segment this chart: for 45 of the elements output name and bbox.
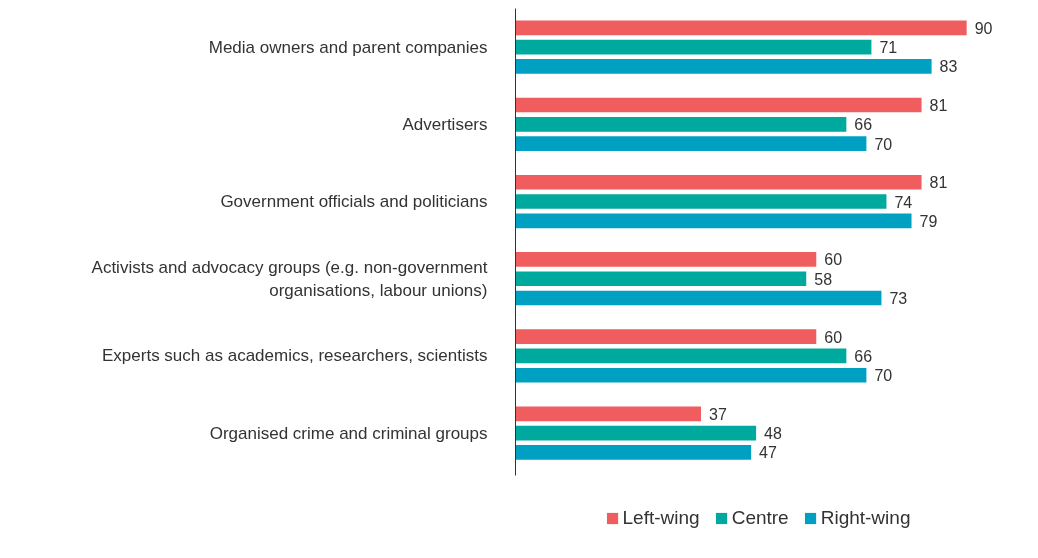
data-label: 37 <box>708 405 727 423</box>
data-label: 73 <box>889 290 908 308</box>
data-label: 58 <box>814 270 833 288</box>
y-tick-label: Media owners and parent companies <box>208 37 488 57</box>
bar <box>515 39 872 55</box>
data-label: 60 <box>824 251 843 269</box>
y-tick-label: Experts such as academics, researchers, scientists <box>102 346 488 366</box>
bar <box>515 348 847 364</box>
bar <box>515 252 817 267</box>
data-label: 90 <box>974 19 993 37</box>
bar <box>515 59 932 74</box>
legend-label: Centre <box>731 507 789 529</box>
data-label: 66 <box>854 116 873 134</box>
data-label: 79 <box>919 212 938 230</box>
data-label: 47 <box>759 444 778 462</box>
bar <box>515 97 922 113</box>
y-tick-label: Activists and advocacy groups (e.g. non-government organisations, labour unions) <box>91 257 488 300</box>
bar <box>515 194 887 209</box>
bar <box>515 329 817 344</box>
bar <box>515 116 847 132</box>
data-label: 66 <box>854 347 873 365</box>
legend-label: Right-wing <box>820 507 911 529</box>
data-label: 70 <box>874 135 893 153</box>
bar <box>515 367 867 383</box>
bar <box>515 425 757 441</box>
data-label: 74 <box>894 193 913 211</box>
y-tick-label: Advertisers <box>402 114 488 134</box>
bar <box>515 406 701 422</box>
y-tick-label: Government officials and politicians <box>220 192 488 212</box>
bar <box>515 213 912 229</box>
legend-label: Left-wing <box>622 507 700 529</box>
bar <box>515 290 882 306</box>
data-label: 81 <box>929 97 948 115</box>
data-label: 81 <box>929 174 948 192</box>
bar <box>515 271 807 287</box>
bar <box>515 20 967 36</box>
data-label: 71 <box>879 39 898 57</box>
data-label: 83 <box>939 58 958 76</box>
data-label: 60 <box>824 328 843 346</box>
y-tick-label: Organised crime and criminal groups <box>209 423 488 443</box>
bar <box>515 174 922 190</box>
data-label: 70 <box>874 367 893 385</box>
bar <box>515 445 752 460</box>
data-label: 48 <box>764 425 783 443</box>
bar <box>515 136 867 151</box>
